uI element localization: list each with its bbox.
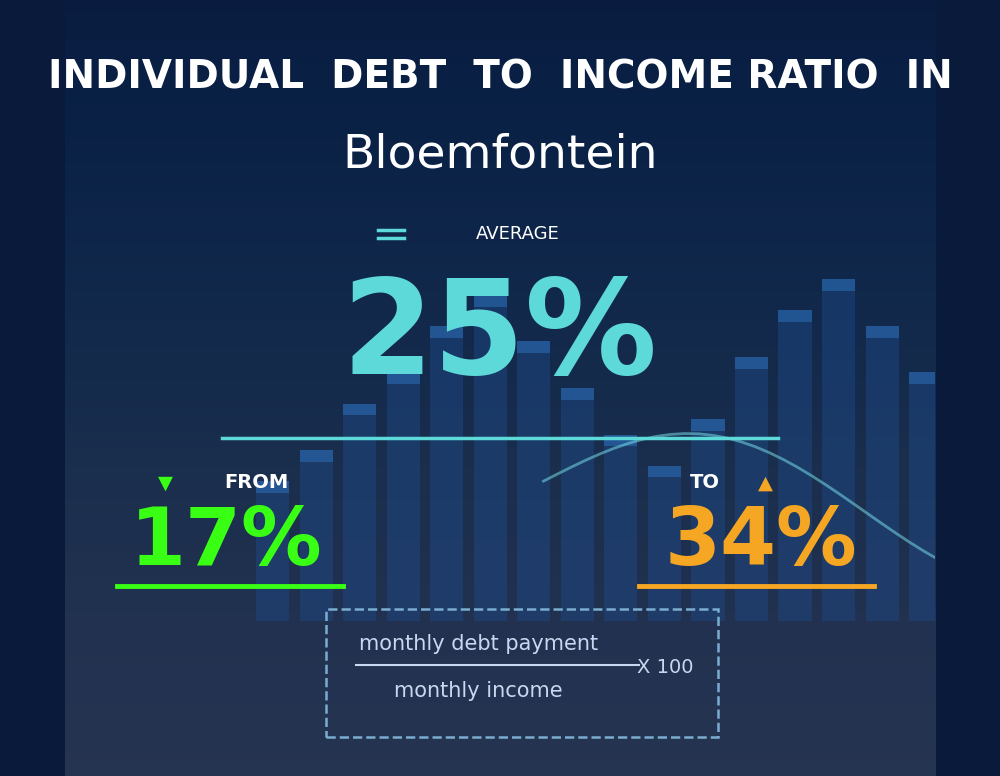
Bar — [561, 388, 594, 621]
Text: FROM: FROM — [224, 473, 288, 492]
Bar — [300, 450, 333, 621]
Bar — [343, 404, 376, 621]
Bar — [326, 609, 718, 737]
Bar — [648, 466, 681, 477]
Bar — [996, 435, 1000, 446]
Bar — [256, 481, 289, 621]
Bar — [953, 404, 986, 621]
Bar — [561, 388, 594, 400]
Text: 25%: 25% — [342, 274, 658, 401]
Text: Bloemfontein: Bloemfontein — [342, 133, 658, 178]
Bar — [822, 279, 855, 291]
Bar — [517, 341, 550, 353]
Text: ▼: ▼ — [157, 473, 172, 492]
Bar — [691, 419, 725, 431]
Bar — [604, 435, 637, 446]
Text: 17%: 17% — [130, 504, 322, 582]
Bar — [735, 357, 768, 369]
Bar — [648, 466, 681, 621]
Bar — [430, 326, 463, 621]
Bar — [343, 404, 376, 415]
Bar — [822, 279, 855, 621]
Bar — [300, 450, 333, 462]
Text: INDIVIDUAL  DEBT  TO  INCOME RATIO  IN: INDIVIDUAL DEBT TO INCOME RATIO IN — [48, 59, 952, 96]
Text: 34%: 34% — [665, 504, 857, 582]
Text: monthly income: monthly income — [394, 681, 563, 701]
Bar — [517, 341, 550, 621]
Bar — [866, 326, 899, 338]
Bar — [691, 419, 725, 621]
Bar — [909, 372, 942, 621]
Text: monthly debt payment: monthly debt payment — [359, 634, 598, 654]
Bar — [909, 372, 942, 384]
Text: AVERAGE: AVERAGE — [476, 225, 559, 244]
Bar — [256, 481, 289, 493]
Bar — [778, 310, 812, 322]
Bar — [953, 404, 986, 415]
Bar — [866, 326, 899, 621]
Text: X 100: X 100 — [637, 658, 694, 677]
Bar — [604, 435, 637, 621]
Bar — [996, 435, 1000, 621]
Bar — [387, 372, 420, 621]
Bar — [778, 310, 812, 621]
Bar — [735, 357, 768, 621]
Bar — [474, 295, 507, 307]
Bar — [474, 295, 507, 621]
Bar — [430, 326, 463, 338]
Bar — [387, 372, 420, 384]
Text: ▲: ▲ — [758, 473, 773, 492]
Text: TO: TO — [690, 473, 720, 492]
